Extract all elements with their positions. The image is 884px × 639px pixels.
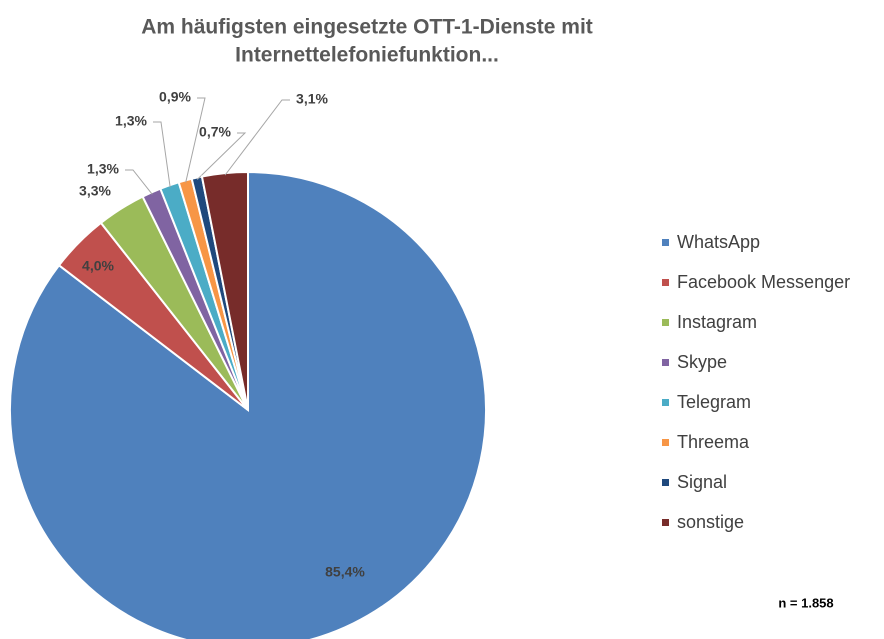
data-label: 4,0%	[82, 258, 114, 274]
legend-label: Instagram	[677, 312, 757, 332]
chart-title: Internettelefoniefunktion...	[235, 44, 499, 67]
note: n = 1.858	[778, 595, 833, 610]
legend-swatch	[662, 479, 669, 486]
legend-swatch	[662, 359, 669, 366]
legend-swatch	[662, 439, 669, 446]
legend-label: WhatsApp	[677, 232, 760, 252]
legend-label: Threema	[677, 432, 750, 452]
legend-swatch	[662, 399, 669, 406]
data-label: 1,3%	[87, 161, 119, 177]
data-label: 1,3%	[115, 113, 147, 129]
data-label: 0,7%	[199, 124, 231, 140]
data-label: 85,4%	[325, 564, 365, 580]
leader-line	[196, 132, 247, 180]
leader-line	[224, 99, 290, 176]
leader-line	[153, 121, 171, 188]
legend-swatch	[662, 519, 669, 526]
legend-swatch	[662, 319, 669, 326]
legend-label: Skype	[677, 352, 727, 372]
legend-label: Telegram	[677, 392, 751, 412]
legend-label: sonstige	[677, 512, 744, 532]
pie-slice	[200, 170, 249, 411]
leader-line	[125, 169, 153, 195]
leader-line	[185, 97, 206, 183]
chart-title: Am häufigsten eingesetzte OTT-1-Dienste …	[141, 16, 593, 39]
pie-slice	[9, 170, 487, 639]
data-label: 0,9%	[159, 89, 191, 105]
legend-label: Signal	[677, 472, 727, 492]
legend-swatch	[662, 239, 669, 246]
legend-label: Facebook Messenger	[677, 272, 850, 292]
data-label: 3,3%	[79, 183, 111, 199]
legend-swatch	[662, 279, 669, 286]
data-label: 3,1%	[296, 91, 328, 107]
